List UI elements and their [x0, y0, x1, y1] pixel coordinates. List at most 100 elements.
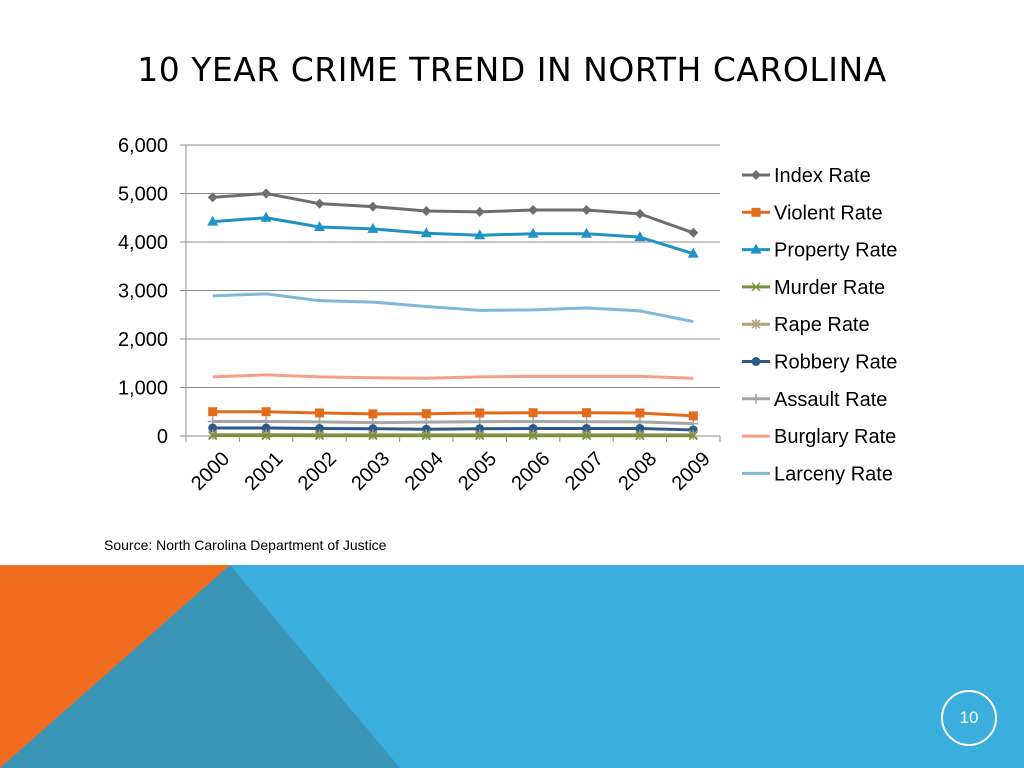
legend-marker [751, 357, 761, 366]
data-point [475, 424, 485, 434]
data-point [582, 423, 591, 433]
data-point [261, 188, 272, 199]
x-tick-label: 2009 [668, 448, 715, 495]
legend-label: Assault Rate [774, 389, 887, 411]
series-murder-rate [208, 431, 698, 441]
data-point [582, 408, 591, 418]
data-point [527, 227, 539, 238]
series-line [212, 419, 694, 426]
data-point [208, 423, 218, 433]
data-point [314, 431, 325, 441]
series-larceny-rate [212, 292, 694, 324]
y-tick-label: 0 [157, 426, 168, 448]
data-point [635, 408, 645, 418]
footer-decoration [0, 565, 1024, 768]
data-point [634, 208, 645, 219]
data-point [528, 204, 539, 215]
legend-marker [751, 319, 761, 330]
data-point [474, 206, 485, 217]
data-point [315, 423, 324, 433]
series-burglary-rate [212, 373, 694, 380]
legend-label: Larceny Rate [774, 463, 893, 485]
x-tick-label: 2006 [508, 448, 555, 495]
data-point [367, 201, 378, 212]
series-robbery-rate [208, 423, 698, 435]
data-point [474, 229, 486, 240]
data-point [207, 215, 219, 226]
data-point [207, 192, 218, 203]
data-point [261, 423, 271, 433]
y-tick-label: 4,000 [118, 232, 168, 254]
source-note: Source: North Carolina Department of Jus… [104, 537, 387, 553]
data-point [475, 408, 485, 418]
chart-gridlines [186, 144, 720, 388]
legend-marker [751, 170, 761, 180]
legend-item: Larceny Rate [742, 463, 893, 485]
page-number: 10 [959, 708, 979, 727]
data-point [635, 423, 645, 433]
legend-label: Rape Rate [774, 314, 870, 336]
data-point [261, 431, 271, 441]
data-point [528, 431, 538, 441]
legend-marker [751, 282, 761, 292]
series-line [212, 373, 694, 380]
legend-item: Property Rate [742, 240, 897, 262]
data-point [368, 424, 378, 434]
x-tick-label: 2000 [187, 448, 234, 495]
y-tick-label: 2,000 [118, 329, 168, 351]
data-point [475, 431, 485, 441]
series-line [212, 216, 694, 256]
legend-label: Burglary Rate [774, 426, 896, 448]
series-violent-rate [208, 407, 698, 421]
x-tick-label: 2001 [241, 448, 288, 495]
legend-marker [751, 207, 761, 217]
legend-marker [750, 243, 762, 254]
y-tick-label: 6,000 [118, 135, 168, 157]
data-point [420, 227, 432, 238]
data-point [634, 231, 646, 242]
legend-marker [751, 393, 761, 404]
data-point [368, 409, 378, 419]
series-line [212, 410, 694, 418]
legend-item: Murder Rate [742, 277, 885, 299]
legend-item: Robbery Rate [742, 352, 897, 374]
y-tick-label: 3,000 [118, 281, 168, 303]
data-point [635, 431, 645, 441]
legend-label: Murder Rate [774, 277, 885, 299]
legend-item: Index Rate [742, 165, 871, 187]
x-tick-label: 2007 [561, 448, 608, 495]
y-tick-label: 5,000 [118, 184, 168, 206]
x-tick-label: 2005 [454, 448, 501, 495]
legend-item: Violent Rate [742, 202, 883, 224]
data-point [688, 431, 698, 441]
series-line [212, 426, 694, 432]
slide-title: 10 YEAR CRIME TREND IN NORTH CAROLINA [137, 50, 887, 89]
data-point [421, 205, 432, 216]
legend-label: Index Rate [774, 165, 871, 187]
legend-item: Assault Rate [742, 389, 887, 411]
legend-item: Rape Rate [742, 314, 870, 336]
chart-legend: Index Rate Violent Rate Property Rate Murde… [742, 165, 897, 485]
data-point [688, 411, 698, 421]
data-point [421, 409, 431, 419]
data-point [581, 204, 592, 215]
y-tick-label: 1,000 [118, 378, 168, 400]
x-tick-label: 2002 [294, 448, 341, 495]
legend-label: Violent Rate [774, 202, 883, 224]
series-line [212, 292, 694, 324]
page-number-badge: 10 [941, 690, 997, 746]
footer-teal-triangle [0, 565, 400, 768]
data-point [581, 227, 592, 238]
series-property-rate [207, 211, 699, 258]
x-tick-label: 2004 [401, 448, 448, 495]
data-point [687, 247, 699, 258]
data-point [261, 407, 271, 417]
data-point [528, 408, 538, 418]
data-point [314, 220, 325, 231]
data-point [208, 407, 218, 417]
data-point [314, 198, 325, 209]
data-point [260, 211, 272, 222]
legend-item: Burglary Rate [742, 426, 896, 448]
